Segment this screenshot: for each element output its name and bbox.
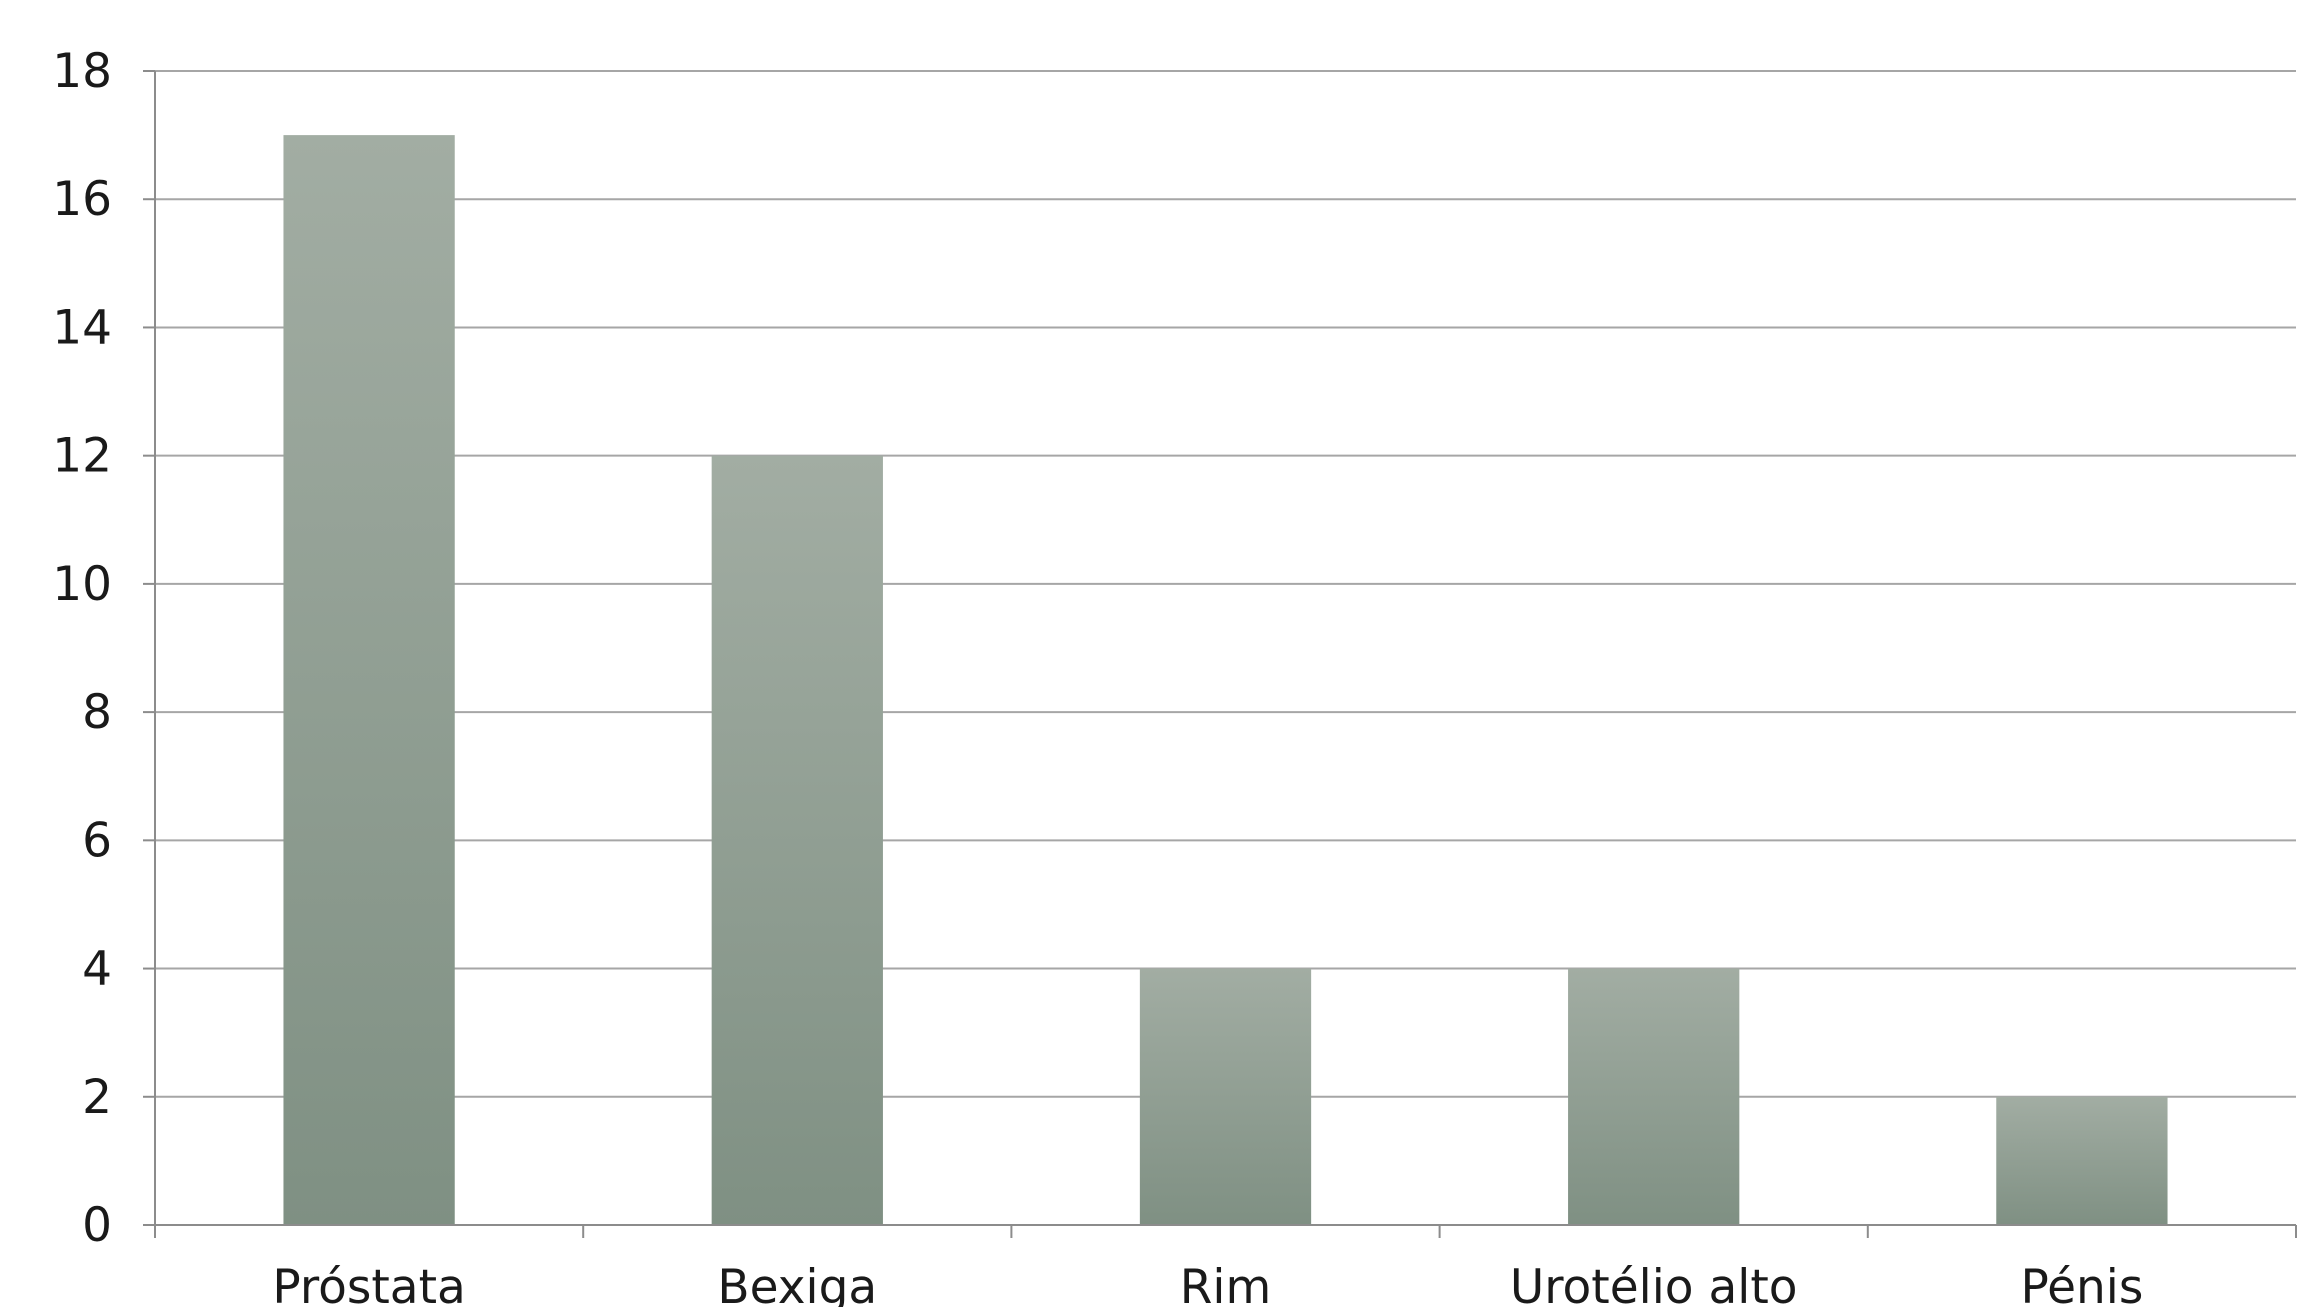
bar-4 — [1996, 1096, 2168, 1225]
y-tick-label-6: 6 — [82, 813, 112, 868]
y-tick-label-4: 4 — [82, 942, 112, 997]
y-tick-labels: 0 2 4 6 8 10 12 14 16 18 — [52, 44, 112, 1253]
bars — [283, 135, 2168, 1226]
y-tick-label-14: 14 — [52, 300, 112, 355]
y-tick-label-8: 8 — [82, 685, 112, 740]
y-tick-label-10: 10 — [52, 557, 112, 612]
x-category-label-0: Próstata — [272, 1260, 466, 1307]
gridlines — [155, 70, 2296, 1098]
axes — [143, 70, 2297, 1238]
bar-3 — [1568, 968, 1740, 1225]
bar-0 — [283, 135, 455, 1226]
bar-2 — [1139, 968, 1312, 1225]
y-tick-label-12: 12 — [52, 429, 112, 484]
x-category-label-4: Pénis — [2020, 1260, 2143, 1307]
x-category-label-1: Bexiga — [717, 1260, 877, 1307]
y-tick-label-18: 18 — [52, 44, 112, 99]
bar-1 — [711, 455, 883, 1226]
y-tick-label-0: 0 — [82, 1198, 112, 1253]
x-category-labels: Próstata Bexiga Rim Urotélio alto Pénis — [272, 1260, 2143, 1307]
x-category-label-3: Urotélio alto — [1510, 1260, 1798, 1307]
y-tick-label-2: 2 — [82, 1070, 112, 1125]
x-category-label-2: Rim — [1180, 1260, 1272, 1307]
y-tick-label-16: 16 — [52, 172, 112, 227]
